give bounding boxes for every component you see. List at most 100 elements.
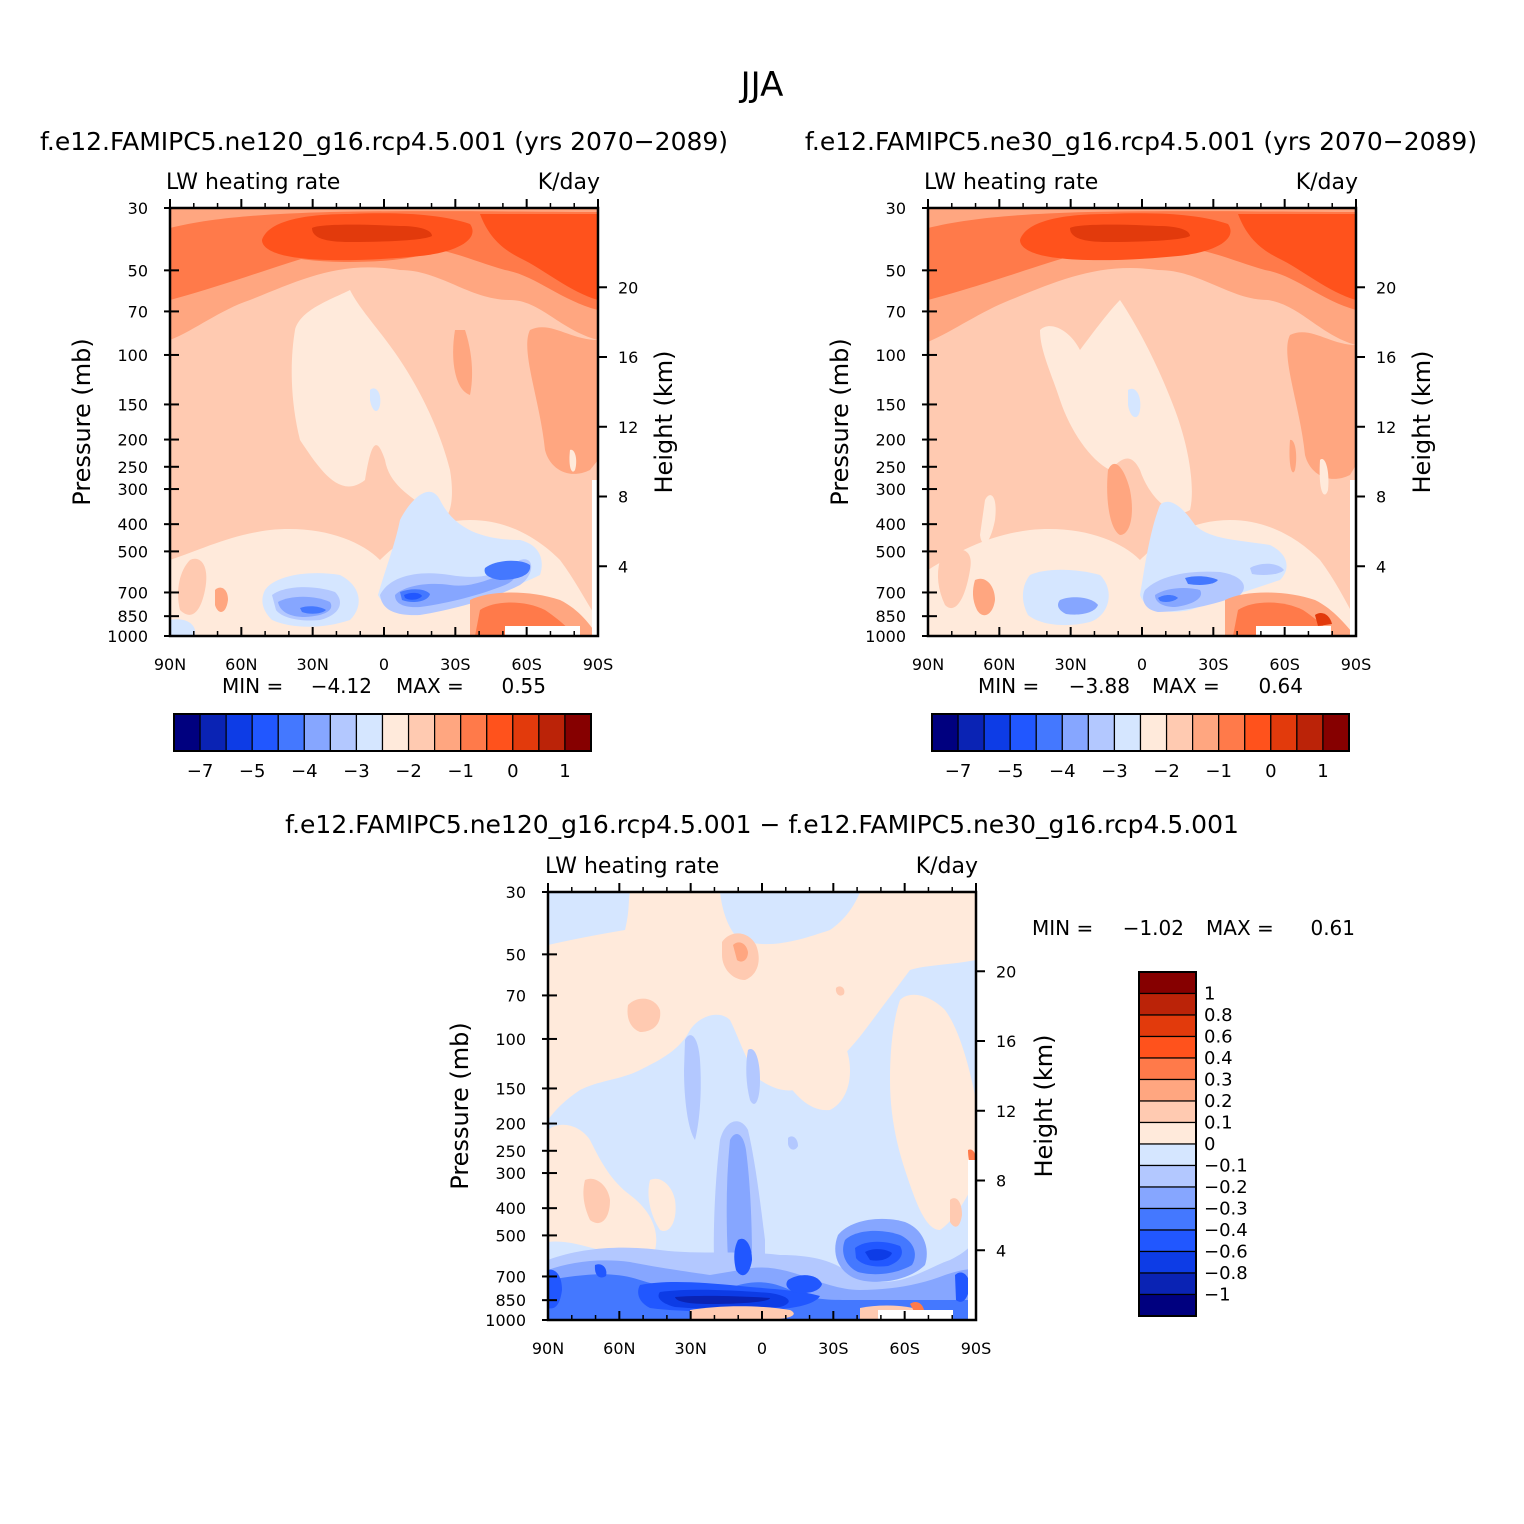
colorbar-swatch [1061, 713, 1089, 752]
contour-field [548, 892, 976, 1320]
y-tick-label: 100 [495, 1030, 526, 1049]
units-label: K/day [1296, 170, 1358, 195]
y-axis-label: Pressure (mb) [826, 338, 854, 505]
colorbar-swatch [173, 713, 201, 752]
y-tick-label: 850 [875, 607, 906, 626]
colorbar-label: 0.2 [1204, 1091, 1233, 1112]
y-axis-label: Pressure (mb) [68, 338, 96, 505]
y-tick-label: 70 [506, 986, 526, 1005]
colorbar-swatch [931, 713, 959, 752]
y2-axis-label: Height (km) [1030, 1035, 1058, 1178]
colorbar-swatch [199, 713, 227, 752]
y-tick-label: 500 [875, 542, 906, 561]
field-label: LW heating rate [924, 170, 1098, 195]
colorbar-swatch [1218, 713, 1246, 752]
y-tick-label: 150 [495, 1079, 526, 1098]
colorbar-label: −0.8 [1204, 1263, 1248, 1284]
colorbar-label: −3 [1101, 761, 1128, 782]
units-label: K/day [538, 170, 600, 195]
x-tick-label: 30S [818, 1339, 849, 1358]
colorbar-label: 0.1 [1204, 1113, 1233, 1134]
x-tick-label: 30N [297, 655, 329, 674]
colorbar-label: −0.1 [1204, 1156, 1248, 1177]
colorbar-label: 0 [1265, 761, 1276, 782]
x-tick-label: 30N [1055, 655, 1087, 674]
colorbar-swatch [1009, 713, 1037, 752]
colorbar-swatch [1138, 1100, 1197, 1124]
colorbar-label: −1 [447, 761, 474, 782]
y2-tick-label: 8 [1376, 488, 1386, 507]
y-tick-label: 150 [875, 395, 906, 414]
colorbar-label: −4 [291, 761, 318, 782]
x-tick-label: 60S [511, 655, 542, 674]
colorbar-label: −0.6 [1204, 1242, 1248, 1263]
y2-tick-label: 8 [618, 488, 628, 507]
colorbar-border [931, 713, 1350, 752]
y2-axis-label: Height (km) [1408, 351, 1436, 494]
x-tick-label: 0 [757, 1339, 767, 1358]
colorbar-label: 0.6 [1204, 1027, 1233, 1048]
plot-frame: 90N 60N 30N 0 30S 60S 90S 30 50 70 100 150 200 250 300… [865, 199, 1396, 674]
x-tick-label: 60S [889, 1339, 920, 1358]
y-tick-label: 700 [495, 1267, 526, 1286]
colorbar-label: −7 [187, 761, 214, 782]
x-tick-label: 90N [532, 1339, 564, 1358]
colorbar-swatch [1138, 1121, 1197, 1145]
panel-title: f.e12.FAMIPC5.ne120_g16.rcp4.5.001 − f.e… [285, 810, 1239, 839]
y-tick-label: 400 [117, 515, 148, 534]
colorbar-swatch [251, 713, 279, 752]
x-tick-label: 60N [603, 1339, 635, 1358]
min-value: −4.12 [311, 674, 372, 698]
colorbar-swatch [407, 713, 436, 752]
colorbar-border [173, 713, 592, 752]
max-label: MAX = [396, 674, 464, 698]
colorbar-swatch [1138, 1014, 1197, 1038]
colorbar-swatch [1138, 1035, 1197, 1059]
x-tick-label: 0 [1137, 655, 1147, 674]
y-axis-label: Pressure (mb) [446, 1022, 474, 1189]
colorbar-swatch [329, 713, 358, 752]
y-tick-label: 50 [886, 261, 906, 280]
y2-tick-label: 16 [996, 1032, 1016, 1051]
colorbar-label: 0.4 [1204, 1048, 1233, 1069]
y-tick-label: 700 [875, 583, 906, 602]
y-tick-label: 30 [886, 199, 906, 218]
x-tick-label: 60N [225, 655, 257, 674]
colorbar-label: −7 [945, 761, 972, 782]
y-tick-label: 1000 [865, 627, 906, 646]
colorbar-swatch [512, 713, 540, 752]
colorbar-swatch [1165, 713, 1194, 752]
max-label: MAX = [1152, 674, 1220, 698]
y2-tick-label: 16 [1376, 348, 1396, 367]
y2-tick-label: 20 [618, 278, 638, 297]
x-tick-label: 30S [440, 655, 471, 674]
colorbar: −7 −5 −4 −3 −2 −1 0 1 [173, 713, 592, 782]
units-label: K/day [916, 854, 978, 879]
colorbar-swatch [1139, 713, 1168, 752]
colorbar-swatch [1138, 971, 1197, 995]
colorbar-swatch [1138, 1078, 1197, 1102]
colorbar-label: 0.3 [1204, 1070, 1233, 1091]
plot-frame: 90N 60N 30N 0 30S 60S 90S 30 50 70 100 150 200 250 300… [107, 199, 638, 674]
y-tick-label: 500 [117, 542, 148, 561]
contour-field [928, 208, 1356, 636]
colorbar-swatch [1138, 1186, 1197, 1210]
colorbar-label: −2 [1153, 761, 1180, 782]
y-tick-label: 100 [875, 346, 906, 365]
y2-tick-label: 20 [1376, 278, 1396, 297]
colorbar-swatch [1138, 1207, 1197, 1231]
colorbar-swatch [381, 713, 410, 752]
y-tick-label: 700 [117, 583, 148, 602]
field-label: LW heating rate [545, 854, 719, 879]
y-tick-label: 500 [495, 1226, 526, 1245]
y-tick-label: 250 [875, 458, 906, 477]
colorbar-swatch [486, 713, 514, 752]
colorbar-label: −5 [997, 761, 1024, 782]
y2-tick-label: 20 [996, 962, 1016, 981]
x-tick-label: 60N [983, 655, 1015, 674]
y2-tick-label: 4 [996, 1241, 1006, 1260]
y-tick-label: 300 [495, 1164, 526, 1183]
colorbar-label: 0 [1204, 1134, 1215, 1155]
colorbar-label: 1 [1317, 761, 1328, 782]
